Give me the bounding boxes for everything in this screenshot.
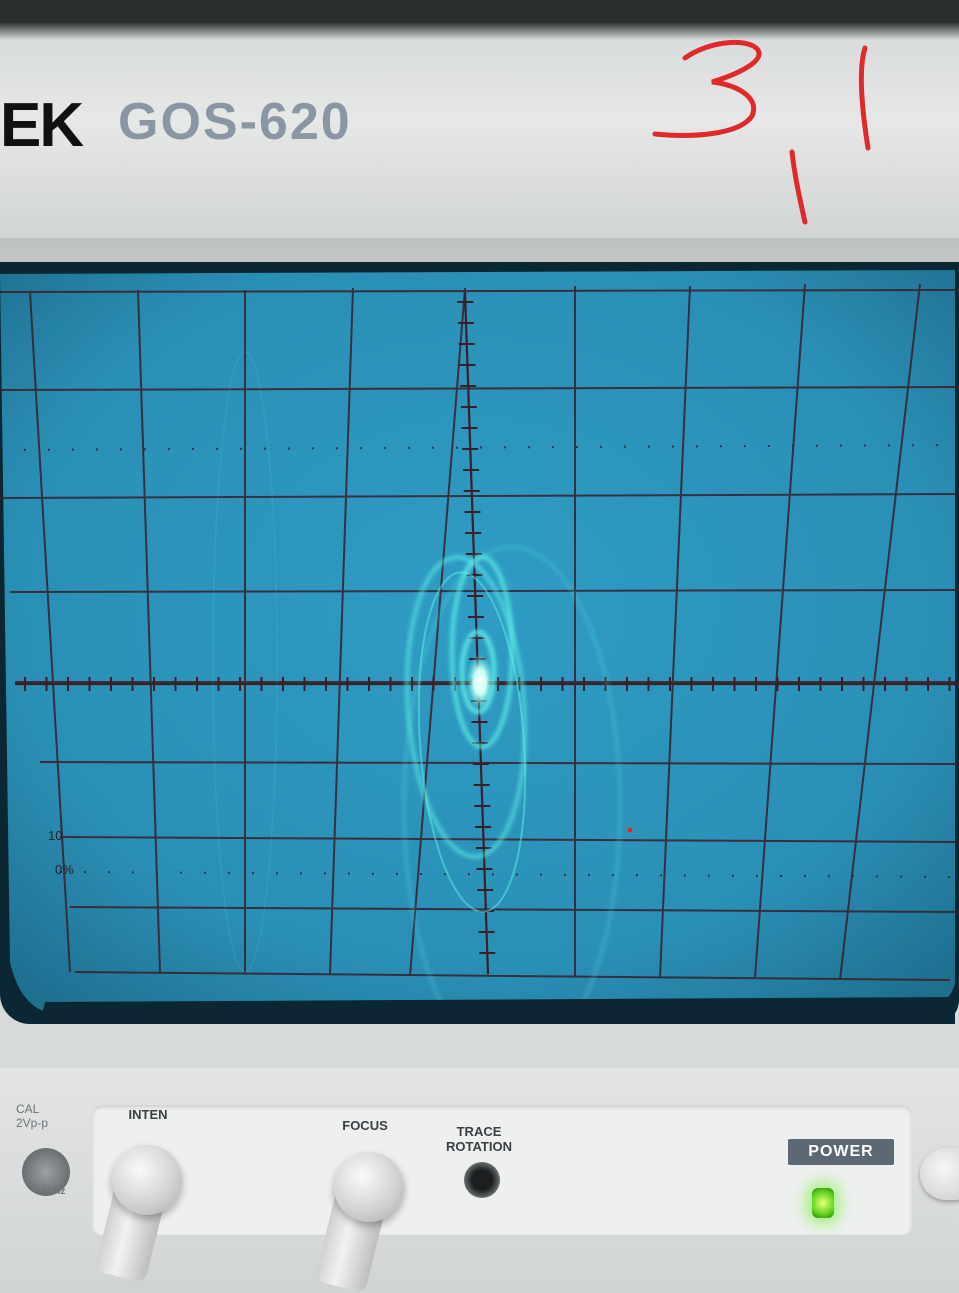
inten-knob[interactable] (112, 1145, 182, 1215)
oscilloscope-top-bezel (0, 0, 959, 250)
cal-title: CAL (16, 1102, 40, 1116)
trace-rotation-label: TRACE ROTATION (446, 1124, 512, 1154)
focus-label: FOCUS (342, 1118, 388, 1133)
graticule-label-10: 10 (48, 828, 62, 843)
inten-label: INTEN (128, 1107, 168, 1122)
graticule: 10 0% (0, 270, 959, 1024)
cal-frequency: 1kHz (42, 1186, 66, 1197)
brand-logo: EK (0, 91, 84, 160)
focus-knob[interactable] (334, 1152, 404, 1222)
model-name: GOS-620 (118, 93, 352, 151)
cal-switch[interactable] (22, 1148, 70, 1196)
power-button[interactable] (920, 1148, 959, 1200)
control-panel-inset (92, 1105, 912, 1235)
trace-rotation-adjust[interactable] (464, 1162, 500, 1198)
cal-value: 2Vp-p (16, 1116, 49, 1130)
handwritten-annotation (652, 39, 871, 225)
power-label: POWER (788, 1139, 894, 1165)
cal-label: CAL 2Vp-p (16, 1102, 48, 1130)
graticule-label-0pct: 0% (55, 862, 74, 877)
power-led-icon (812, 1188, 834, 1218)
